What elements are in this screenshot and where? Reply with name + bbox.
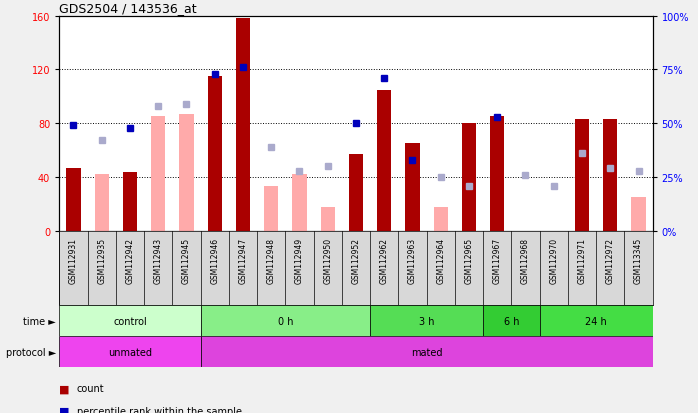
Text: 0 h: 0 h [278, 316, 293, 326]
Bar [292, 175, 306, 231]
Text: percentile rank within the sample: percentile rank within the sample [77, 406, 242, 413]
Bar [123, 172, 137, 231]
Bar [320, 207, 335, 231]
Bar [483, 306, 540, 337]
Bar [66, 168, 80, 231]
Bar [406, 144, 419, 231]
Bar [603, 120, 617, 231]
Text: 3 h: 3 h [419, 316, 434, 326]
Text: GSM112967: GSM112967 [493, 237, 502, 283]
Text: GDS2504 / 143536_at: GDS2504 / 143536_at [59, 2, 197, 15]
Bar [59, 337, 200, 368]
Text: GSM112946: GSM112946 [210, 237, 219, 283]
Text: GSM112965: GSM112965 [464, 237, 473, 283]
Text: count: count [77, 383, 105, 393]
Bar [377, 90, 392, 231]
Text: GSM112935: GSM112935 [97, 237, 106, 283]
Text: GSM112968: GSM112968 [521, 237, 530, 283]
Bar [151, 117, 165, 231]
Text: GSM112964: GSM112964 [436, 237, 445, 283]
Text: time ►: time ► [23, 316, 56, 326]
Bar [575, 120, 589, 231]
Text: GSM112948: GSM112948 [267, 237, 276, 283]
Bar [433, 207, 448, 231]
Text: unmated: unmated [108, 347, 152, 357]
Text: GSM112949: GSM112949 [295, 237, 304, 283]
Text: 24 h: 24 h [585, 316, 607, 326]
Text: GSM112962: GSM112962 [380, 237, 389, 283]
Text: protocol ►: protocol ► [6, 347, 56, 357]
Text: GSM113345: GSM113345 [634, 237, 643, 283]
Bar [200, 306, 370, 337]
Text: GSM112945: GSM112945 [182, 237, 191, 283]
Text: GSM112942: GSM112942 [126, 237, 135, 283]
Bar [179, 114, 193, 231]
Text: GSM112950: GSM112950 [323, 237, 332, 283]
Text: GSM112970: GSM112970 [549, 237, 558, 283]
Bar [490, 117, 504, 231]
Bar [264, 187, 279, 231]
Text: GSM112971: GSM112971 [577, 237, 586, 283]
Bar [632, 198, 646, 231]
Text: mated: mated [411, 347, 443, 357]
Text: GSM112963: GSM112963 [408, 237, 417, 283]
Text: GSM112931: GSM112931 [69, 237, 78, 283]
Text: ■: ■ [59, 406, 70, 413]
Text: ■: ■ [59, 383, 70, 393]
Bar [349, 155, 363, 231]
Text: GSM112952: GSM112952 [352, 237, 360, 283]
Bar [59, 306, 200, 337]
Bar [462, 124, 476, 231]
Bar [200, 337, 653, 368]
Text: 6 h: 6 h [504, 316, 519, 326]
Bar [95, 175, 109, 231]
Bar [540, 306, 653, 337]
Text: control: control [113, 316, 147, 326]
Bar [207, 77, 222, 231]
Bar [236, 19, 250, 231]
Bar [370, 306, 483, 337]
Text: GSM112943: GSM112943 [154, 237, 163, 283]
Text: GSM112947: GSM112947 [239, 237, 248, 283]
Text: GSM112972: GSM112972 [606, 237, 615, 283]
